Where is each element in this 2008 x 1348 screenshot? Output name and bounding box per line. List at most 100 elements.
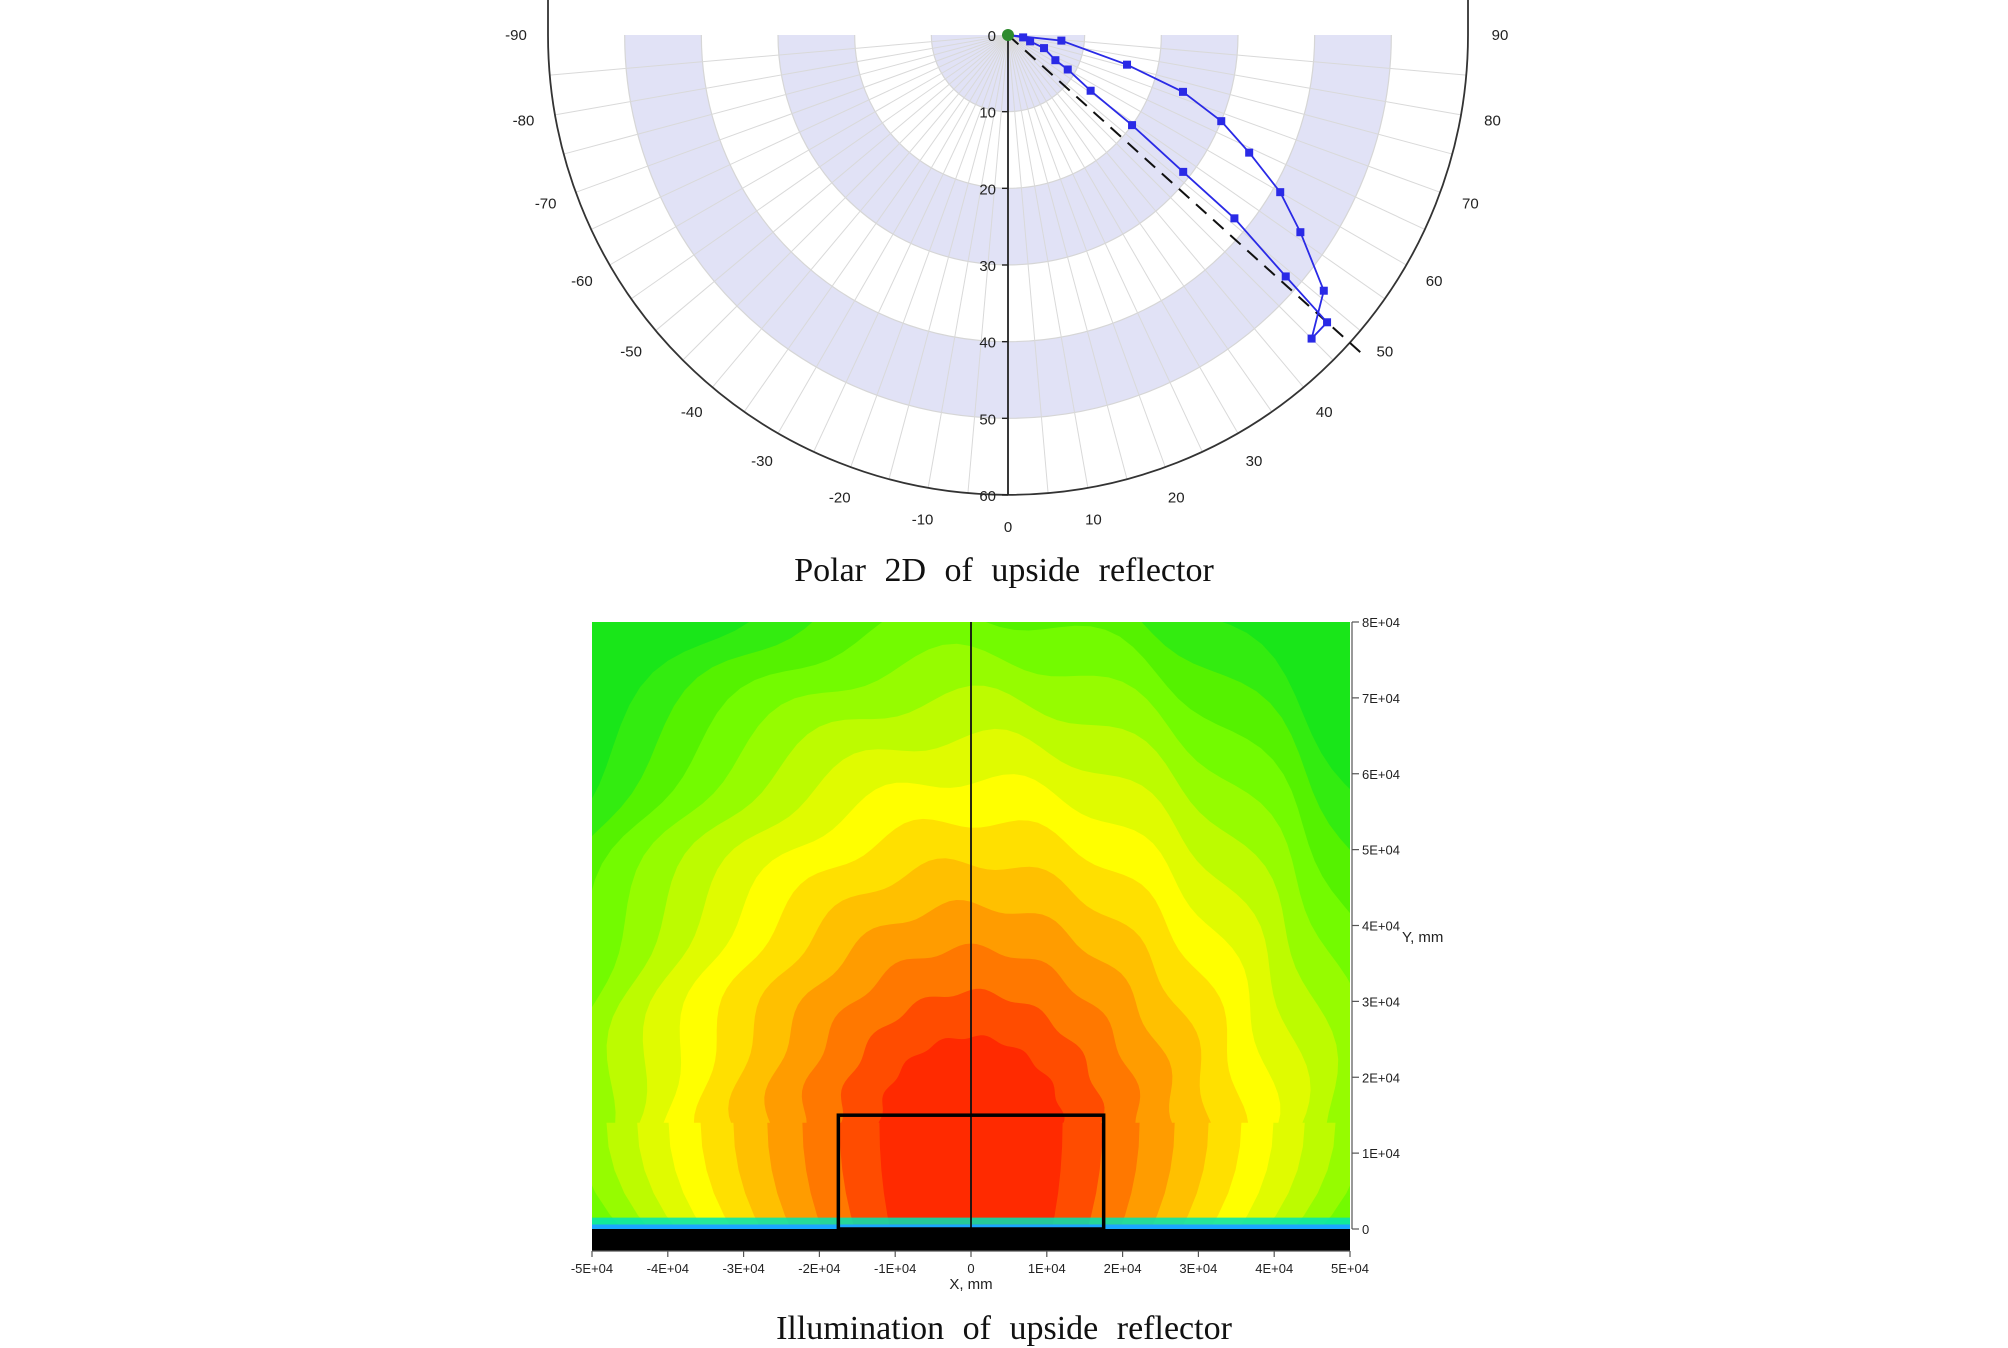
polar-spoke (1007, 34, 1361, 332)
x-tick-label: 5E+04 (1331, 1261, 1369, 1276)
angle-label-right: 80 (1484, 112, 1501, 129)
polar-spoke (743, 34, 1009, 413)
polar-data-point (1123, 60, 1132, 69)
radial-tick-label: 60 (979, 488, 996, 505)
angle-label-left: -40 (681, 404, 703, 421)
polar-spoke (575, 34, 1009, 193)
polar-spoke (630, 34, 1009, 300)
y-tick-label: 2E+04 (1362, 1070, 1400, 1085)
x-tick-label: 4E+04 (1255, 1261, 1293, 1276)
highlight-box (836, 1113, 1106, 1231)
polar-spoke (813, 34, 1009, 453)
polar-data-point (1307, 334, 1316, 343)
polar-labels: 0 10 20 30 40 50 60 -90 -80 -70 -60 -50 -40 -30 -20 -10… (505, 27, 1508, 536)
polar-spoke (1007, 34, 1305, 388)
polar-spoke (1007, 34, 1426, 230)
y-tick-label: 1E+04 (1362, 1146, 1400, 1161)
polar-data-point (1057, 36, 1066, 45)
polar-spoke (563, 34, 1009, 155)
x-tick-label: -4E+04 (647, 1261, 689, 1276)
polar-spoke (1007, 34, 1203, 453)
polar-spoke (682, 34, 1009, 361)
polar-data-point (1051, 56, 1060, 65)
angle-label-right: 60 (1426, 273, 1443, 290)
polar-band-2 (624, 35, 1392, 419)
angle-label-right: 40 (1316, 404, 1333, 421)
peak-direction-line (1007, 34, 1367, 359)
x-tick-label: 2E+04 (1104, 1261, 1142, 1276)
y-tick-label: 0 (1362, 1222, 1369, 1237)
contour-axes: 0 1E+04 2E+04 3E+04 4E+04 5E+04 6E+04 7E+04 8E+0… (571, 615, 1444, 1293)
angle-label-right: 90 (1492, 27, 1509, 44)
polar-data-point (1296, 228, 1305, 237)
polar-data-point (1276, 188, 1285, 197)
polar-data-point (1319, 286, 1328, 295)
polar-series (1002, 29, 1367, 359)
polar-spoke (777, 34, 1009, 434)
angle-label-right: 50 (1377, 343, 1394, 360)
polar-spoke (1007, 34, 1386, 300)
angle-label-left: -30 (751, 453, 773, 470)
polar-spoke (1007, 34, 1128, 480)
angle-label-left: -10 (912, 512, 934, 529)
radial-tick-label: 20 (979, 181, 996, 198)
angle-label-right: 10 (1085, 512, 1102, 529)
polar-data-point (1063, 65, 1072, 74)
radial-tick-label: 50 (979, 411, 996, 428)
polar-chart: 0 10 20 30 40 50 60 -90 -80 -70 -60 -50 -40 -30 -20 -10… (505, 0, 1508, 536)
polar-data-point (1026, 37, 1035, 46)
polar-spoke (655, 34, 1009, 332)
polar-spoke (711, 34, 1009, 388)
radial-tick-label: 10 (979, 105, 996, 122)
polar-spoke (850, 34, 1009, 468)
radial-tick-label: 30 (979, 258, 996, 275)
angle-label-left: 0 (1004, 519, 1012, 536)
polar-spoke (1007, 34, 1049, 494)
polar-spoke (1007, 34, 1441, 193)
polar-spoke (1007, 34, 1166, 468)
angle-label-left: -20 (829, 489, 851, 506)
angle-label-right: 70 (1462, 195, 1479, 212)
polar-band-1 (778, 35, 1238, 265)
polar-spoke (967, 34, 1009, 494)
y-tick-label: 8E+04 (1362, 615, 1400, 630)
y-tick-label: 7E+04 (1362, 691, 1400, 706)
x-tick-label: -5E+04 (571, 1261, 613, 1276)
polar-spoke (1007, 34, 1467, 76)
x-tick-label: -3E+04 (722, 1261, 764, 1276)
polar-spoke (927, 34, 1009, 489)
angle-label-left: -80 (513, 112, 535, 129)
radial-tick-label: 40 (979, 335, 996, 352)
x-tick-label: 3E+04 (1179, 1261, 1217, 1276)
polar-spoke (554, 34, 1009, 116)
polar-data-point (1040, 44, 1049, 53)
y-tick-label: 5E+04 (1362, 843, 1400, 858)
angle-label-right: 30 (1246, 453, 1263, 470)
polar-spoke (1007, 34, 1407, 266)
x-tick-label: -2E+04 (798, 1261, 840, 1276)
polar-spoke (1007, 34, 1239, 434)
angle-label-left: -50 (620, 343, 642, 360)
y-tick-label: 4E+04 (1362, 919, 1400, 934)
x-tick-label: -1E+04 (874, 1261, 916, 1276)
y-tick-label: 3E+04 (1362, 994, 1400, 1009)
polar-caption: Polar 2D of upside reflector (794, 552, 1214, 589)
polar-data-point (1086, 86, 1095, 95)
polar-spoke (609, 34, 1009, 266)
polar-spoke (888, 34, 1009, 480)
radial-tick-label: 0 (988, 28, 996, 45)
polar-spoke (1007, 34, 1334, 361)
x-axis-label: X, mm (949, 1276, 992, 1293)
polar-spoke (1007, 34, 1453, 155)
polar-origin-point (1002, 29, 1014, 41)
angle-label-right: 20 (1168, 489, 1185, 506)
polar-data-point (1178, 87, 1187, 96)
polar-series-line (1007, 34, 1329, 342)
illumination-chart: 0 1E+04 2E+04 3E+04 4E+04 5E+04 6E+04 7E+04 8E+0… (571, 615, 1444, 1293)
polar-data-point (1281, 272, 1290, 281)
angle-label-left: -70 (535, 195, 557, 212)
polar-spoke (549, 34, 1009, 76)
polar-spoke (590, 34, 1009, 230)
polar-spoke (1007, 34, 1273, 413)
